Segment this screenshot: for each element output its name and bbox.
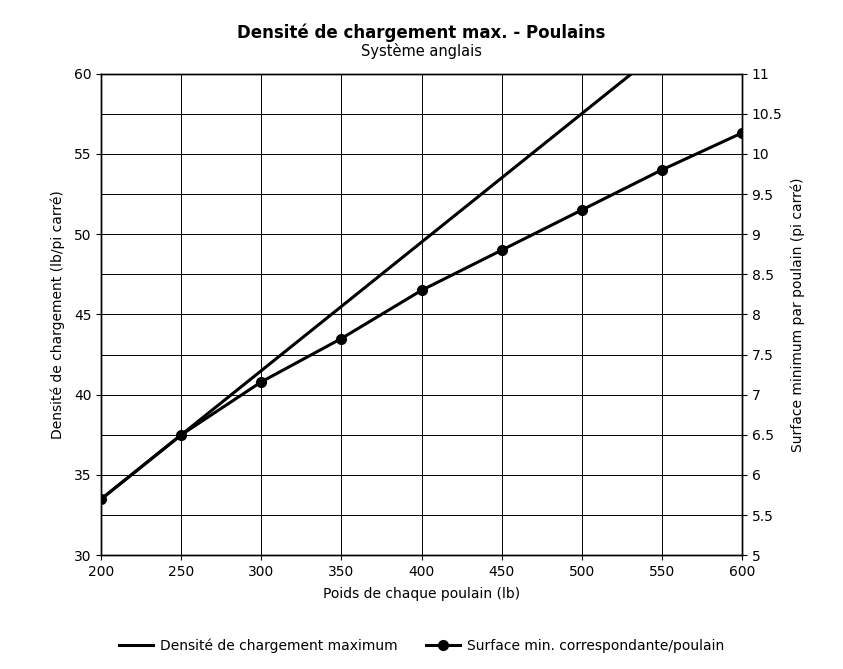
Densité de chargement maximum: [256, 367, 266, 375]
Line: Densité de chargement maximum: Densité de chargement maximum: [101, 0, 742, 499]
Densité de chargement maximum: [96, 495, 106, 503]
Densité de chargement maximum: [336, 302, 346, 310]
Y-axis label: Densité de chargement (lb/pi carré): Densité de chargement (lb/pi carré): [51, 190, 66, 439]
Surface min. correspondante/poulain: [416, 286, 427, 294]
Densité de chargement maximum: [176, 431, 186, 439]
Line: Surface min. correspondante/poulain: Surface min. correspondante/poulain: [96, 128, 747, 504]
Text: Système anglais: Système anglais: [361, 43, 482, 60]
Surface min. correspondante/poulain: [176, 431, 186, 439]
Densité de chargement maximum: [497, 174, 507, 182]
X-axis label: Poids de chaque poulain (lb): Poids de chaque poulain (lb): [323, 587, 520, 601]
Densité de chargement maximum: [657, 45, 667, 54]
Text: Densité de chargement max. - Poulains: Densité de chargement max. - Poulains: [238, 23, 605, 42]
Y-axis label: Surface minimum par poulain (pi carré): Surface minimum par poulain (pi carré): [791, 177, 805, 452]
Densité de chargement maximum: [416, 238, 427, 246]
Surface min. correspondante/poulain: [256, 378, 266, 386]
Surface min. correspondante/poulain: [336, 334, 346, 343]
Surface min. correspondante/poulain: [737, 129, 747, 137]
Surface min. correspondante/poulain: [497, 246, 507, 254]
Legend: Densité de chargement maximum, Surface min. correspondante/poulain: Densité de chargement maximum, Surface m…: [113, 633, 730, 659]
Surface min. correspondante/poulain: [96, 495, 106, 503]
Surface min. correspondante/poulain: [657, 166, 667, 174]
Densité de chargement maximum: [577, 110, 587, 118]
Surface min. correspondante/poulain: [577, 206, 587, 214]
